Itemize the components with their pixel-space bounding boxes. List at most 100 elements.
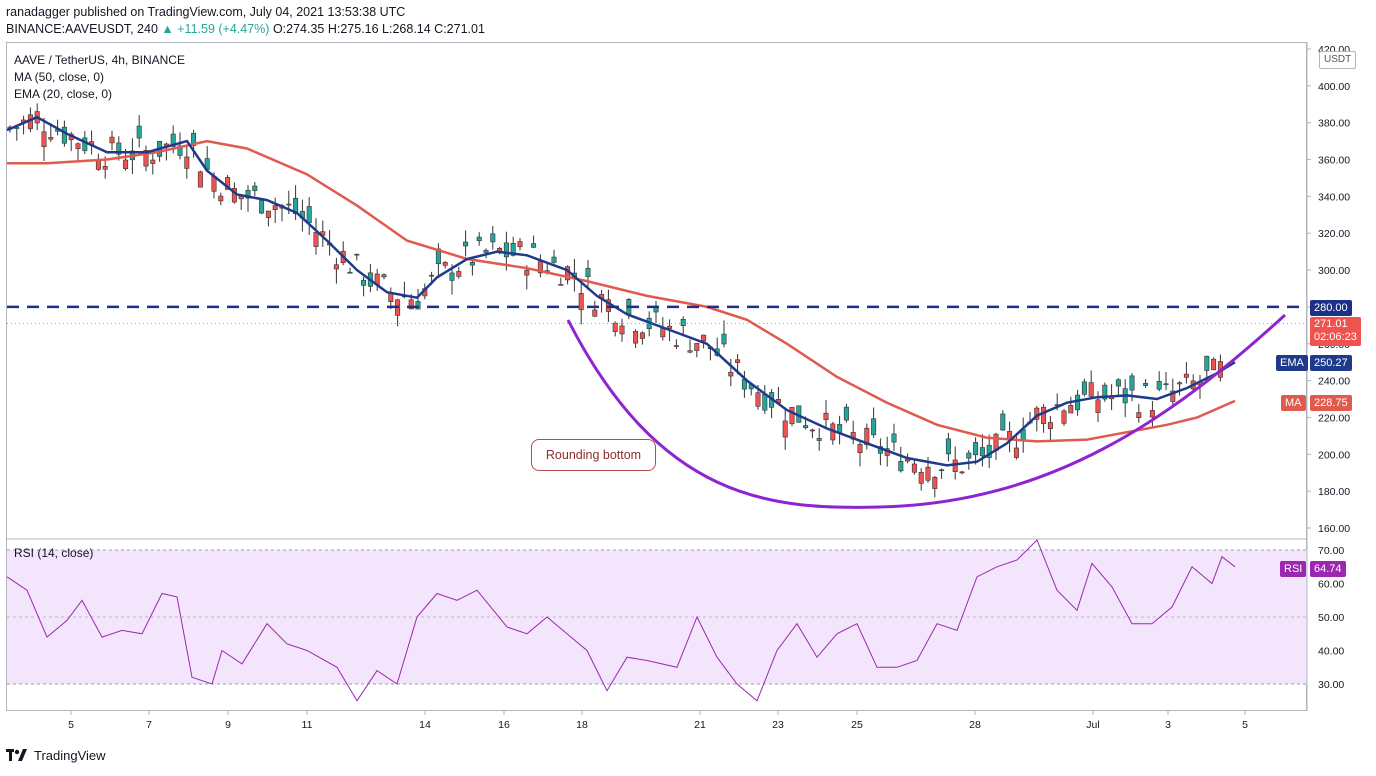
price-tick-label: 360.00 [1318,155,1350,167]
candle-up [898,461,904,472]
time-tick-label: 7 [146,719,152,731]
candle-up [979,447,985,457]
time-tick-label: 3 [1165,719,1171,731]
candle-down [959,471,965,474]
candle-up [803,425,809,429]
time-tick-label: 28 [969,719,981,731]
candle-down [1136,412,1142,419]
up-arrow-icon: ▲ [161,22,174,36]
current-price-tag: 271.01 02:06:23 [1310,317,1361,346]
candle-down [1170,390,1176,402]
time-tick-label: 21 [694,719,706,731]
candle-up [973,442,979,456]
candle-down [517,241,523,248]
candle-down [150,159,156,164]
candle-up [1177,382,1183,385]
candle-up [1143,383,1149,386]
candle-up [1115,379,1121,387]
currency-badge[interactable]: USDT [1319,51,1357,69]
candle-up [306,206,312,224]
candle-down [639,332,645,339]
candle-down [225,177,231,190]
candle-down [782,420,788,438]
time-axis: 5 7 9 11 14 16 18 21 23 25 28 Jul 3 5 [68,711,1248,731]
candle-down [265,210,271,218]
rsi-tick-label: 60.00 [1318,579,1344,591]
candle-down [184,156,190,169]
candle-down [667,325,673,329]
candle-up [191,132,197,146]
rsi-tick-label: 70.00 [1318,545,1344,557]
candle-down [735,359,741,363]
candle-up [680,319,686,327]
candle-up [531,243,537,248]
candle-down [313,232,319,247]
candle-up [1075,394,1081,411]
tradingview-logo-icon [6,748,27,761]
time-tick-label: 14 [419,719,431,731]
candle-up [721,333,727,345]
candle-down [932,477,938,489]
price-axis: 160.00180.00200.00220.00240.00260.00280.… [1307,44,1350,535]
legend-ema[interactable]: EMA (20, close, 0) [14,87,113,101]
time-tick-label: 11 [302,719,313,731]
legend-ma[interactable]: MA (50, close, 0) [14,70,105,84]
current-price-value: 271.01 [1314,318,1348,330]
candle-up [116,142,122,155]
candle-up [1129,375,1135,391]
rounding-bottom-curve [566,313,1287,509]
time-tick-label: 25 [851,719,863,731]
candle-down [388,293,394,302]
legend-rsi[interactable]: RSI (14, close) [14,546,94,560]
candle-down [442,262,448,266]
candle-down [592,309,598,317]
candle-down [408,299,414,310]
candle-up [245,189,251,199]
legend-pair: AAVE / TetherUS, 4h, BINANCE [14,53,185,67]
time-tick-label: 5 [68,719,74,731]
candle-down [660,328,666,338]
candle-down [109,136,115,144]
footer-brand-label: TradingView [34,748,106,763]
candle-down [48,137,54,140]
price-tick-label: 400.00 [1318,81,1350,93]
price-tick-label: 300.00 [1318,265,1350,277]
price-tick-label: 340.00 [1318,191,1350,203]
rsi-axis: 30.00 40.00 50.00 60.00 70.00 [1318,545,1344,691]
time-tick-label: Jul [1086,719,1099,731]
candle-up [435,248,441,265]
candle-up [61,126,67,144]
candle-down [1047,422,1053,430]
candle-down [1041,406,1047,424]
candle-down [701,334,707,342]
candle-down [809,429,815,432]
price-tick-label: 180.00 [1318,486,1350,498]
candle-down [1211,358,1217,371]
candle-down [911,463,917,473]
candle-up [1163,383,1169,386]
chart-header: ranadagger published on TradingView.com,… [0,0,1376,42]
candle-countdown: 02:06:23 [1314,331,1357,343]
candle-down [218,195,224,202]
price-tick-label: 380.00 [1318,118,1350,130]
candle-down [755,392,761,407]
candle-down [823,412,829,420]
candle-up [354,253,360,256]
candle-down [1061,410,1067,424]
candle-down [286,203,292,206]
candle-up [1000,413,1006,431]
candle-up [871,418,877,436]
candle-up [490,233,496,243]
rsi-tick-label: 50.00 [1318,612,1344,624]
candle-up [1081,381,1087,395]
time-tick-label: 5 [1242,719,1248,731]
candle-down [333,264,339,270]
candle-down [102,166,108,170]
candle-down [1095,399,1101,413]
price-tick-label: 320.00 [1318,228,1350,240]
candle-down [728,371,734,377]
footer-brand[interactable]: TradingView [6,748,106,763]
candle-down [619,325,625,335]
candle-down [143,150,149,167]
